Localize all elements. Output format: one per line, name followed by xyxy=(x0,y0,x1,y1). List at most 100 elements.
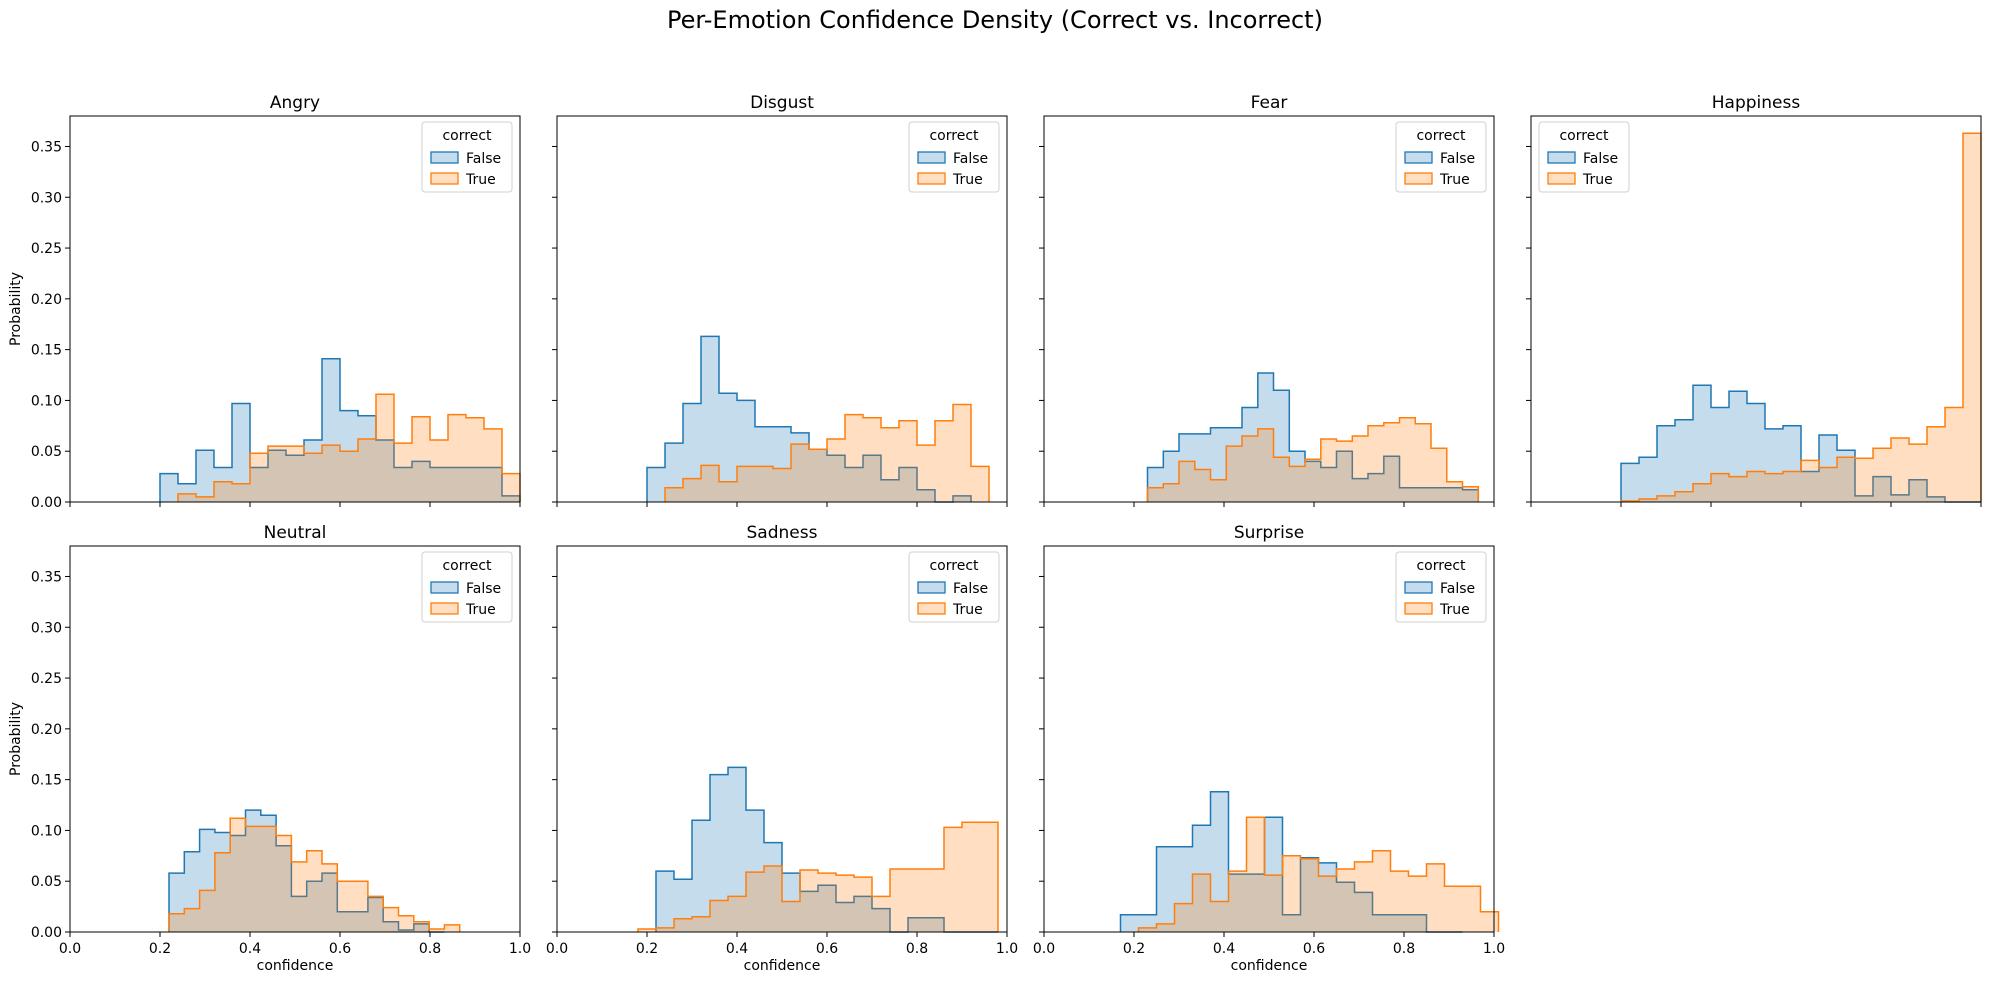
y-tick-label: 0.30 xyxy=(31,190,62,206)
legend: correct False True xyxy=(1538,121,1630,193)
x-tick-label: 0.0 xyxy=(1033,941,1055,957)
axes-frame xyxy=(69,545,521,933)
y-tick-label: 0.25 xyxy=(31,671,62,687)
panel-angry: Angry 0.00 0.05 0.10 0.15 0.20 0.25 0.30 0.35 Pro… xyxy=(8,93,521,511)
legend-swatch-true xyxy=(917,602,946,615)
x-axis-label: confidence xyxy=(1231,958,1308,974)
legend-label-true: True xyxy=(465,602,496,618)
y-tick-label: 0.05 xyxy=(31,874,62,890)
legend-swatch-true xyxy=(1547,172,1576,185)
hist-sadness-true xyxy=(637,821,999,932)
x-tick-label: 1.0 xyxy=(1483,941,1505,957)
x-axis-label: confidence xyxy=(744,958,821,974)
legend-box xyxy=(908,551,1000,623)
x-tick-label: 0.6 xyxy=(329,941,351,957)
x-tick-label: 0.6 xyxy=(1303,941,1325,957)
legend-swatch-false xyxy=(917,581,946,594)
axes-frame xyxy=(1530,115,1982,503)
legend-title: correct xyxy=(929,558,979,574)
legend-title: correct xyxy=(929,128,979,144)
legend: correct False True xyxy=(1395,121,1487,193)
x-axis-label: confidence xyxy=(257,958,334,974)
y-tick-label: 0.35 xyxy=(31,139,62,155)
legend-title: correct xyxy=(442,128,492,144)
legend-label-true: True xyxy=(1439,172,1470,188)
panel-title: Fear xyxy=(1251,93,1288,113)
panel-title: Happiness xyxy=(1712,93,1801,113)
legend-swatch-false xyxy=(917,151,946,164)
y-tick-label: 0.20 xyxy=(31,722,62,738)
panels: Angry 0.00 0.05 0.10 0.15 0.20 0.25 0.30 0.35 Pro… xyxy=(8,93,1982,974)
y-tick-label: 0.00 xyxy=(31,495,62,511)
x-tick-label: 0.2 xyxy=(636,941,658,957)
y-tick-label: 0.35 xyxy=(31,569,62,585)
panel-fear: Fear correct False True xyxy=(1039,93,1495,507)
panel-surprise: Surprise 0.0 0.2 0.4 0.6 0.8 1.0 confidence corr… xyxy=(1033,523,1505,974)
y-tick-label: 0.15 xyxy=(31,343,62,359)
hist-happiness-true xyxy=(1620,132,1982,502)
y-tick-label: 0.10 xyxy=(31,823,62,839)
legend-swatch-true xyxy=(430,172,459,185)
legend-title: correct xyxy=(442,558,492,574)
panel-title: Disgust xyxy=(750,93,814,113)
x-tick-label: 1.0 xyxy=(509,941,531,957)
x-tick-label: 0.0 xyxy=(59,941,81,957)
legend-label-true: True xyxy=(952,172,983,188)
legend-label-false: False xyxy=(953,581,988,597)
legend-label-true: True xyxy=(1439,602,1470,618)
hist-fear-true xyxy=(1146,416,1480,502)
x-tick-label: 0.2 xyxy=(149,941,171,957)
hist-disgust-true xyxy=(664,403,990,502)
hist-happiness-false xyxy=(1620,384,1981,503)
legend: correct False True xyxy=(1395,551,1487,623)
x-tick-label: 0.4 xyxy=(239,941,261,957)
legend-swatch-false xyxy=(430,151,459,164)
panel-title: Angry xyxy=(270,93,320,113)
panel-title: Surprise xyxy=(1234,523,1304,543)
axes-frame xyxy=(556,545,1008,933)
legend: correct False True xyxy=(421,551,513,623)
x-tick-label: 0.8 xyxy=(419,941,441,957)
x-tick-label: 0.6 xyxy=(816,941,838,957)
legend-label-false: False xyxy=(1440,151,1475,167)
legend-box xyxy=(421,121,513,193)
y-axis-label: Probability xyxy=(8,702,24,776)
legend-swatch-false xyxy=(430,581,459,594)
legend-title: correct xyxy=(1559,128,1609,144)
panel-happiness: Happiness correct False True xyxy=(1526,93,1982,507)
hist-neutral-true xyxy=(168,817,461,932)
x-tick-label: 0.8 xyxy=(1393,941,1415,957)
y-axis-label: Probability xyxy=(8,272,24,346)
legend-label-false: False xyxy=(1440,581,1475,597)
x-tick-label: 1.0 xyxy=(996,941,1018,957)
legend-title: correct xyxy=(1416,128,1466,144)
legend: correct False True xyxy=(908,551,1000,623)
legend-box xyxy=(908,121,1000,193)
x-tick-label: 0.4 xyxy=(1213,941,1235,957)
panel-neutral: Neutral 0.00 0.05 0.10 0.15 0.20 0.25 0.30 0.35 0… xyxy=(8,523,531,974)
x-tick-label: 0.8 xyxy=(906,941,928,957)
legend-swatch-false xyxy=(1404,151,1433,164)
axes-frame xyxy=(69,115,521,503)
panel-disgust: Disgust correct False True xyxy=(552,93,1008,507)
legend-box xyxy=(1395,551,1487,623)
legend-swatch-true xyxy=(917,172,946,185)
y-tick-label: 0.25 xyxy=(31,241,62,257)
panel-title: Sadness xyxy=(747,523,818,543)
hist-sadness-false xyxy=(655,766,998,933)
legend-label-true: True xyxy=(952,602,983,618)
legend-box xyxy=(421,551,513,623)
hist-surprise-true xyxy=(1137,816,1500,932)
y-tick-label: 0.20 xyxy=(31,292,62,308)
legend-label-false: False xyxy=(466,151,501,167)
figure-title: Per-Emotion Confidence Density (Correct … xyxy=(667,6,1323,34)
y-tick-label: 0.05 xyxy=(31,444,62,460)
hist-angry-true xyxy=(177,393,521,502)
legend-swatch-true xyxy=(1404,172,1433,185)
legend-swatch-false xyxy=(1547,151,1576,164)
axes-frame xyxy=(1043,545,1495,933)
panel-sadness: Sadness 0.0 0.2 0.4 0.6 0.8 1.0 confidence corre… xyxy=(546,523,1018,974)
x-tick-label: 0.4 xyxy=(726,941,748,957)
legend-label-true: True xyxy=(1582,172,1613,188)
